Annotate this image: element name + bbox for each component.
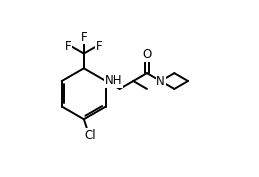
- Text: F: F: [81, 31, 87, 44]
- Text: Cl: Cl: [84, 129, 96, 142]
- Text: F: F: [96, 40, 103, 53]
- Text: N: N: [156, 75, 165, 88]
- Text: F: F: [65, 40, 72, 53]
- Text: O: O: [142, 48, 152, 61]
- Text: NH: NH: [105, 74, 122, 87]
